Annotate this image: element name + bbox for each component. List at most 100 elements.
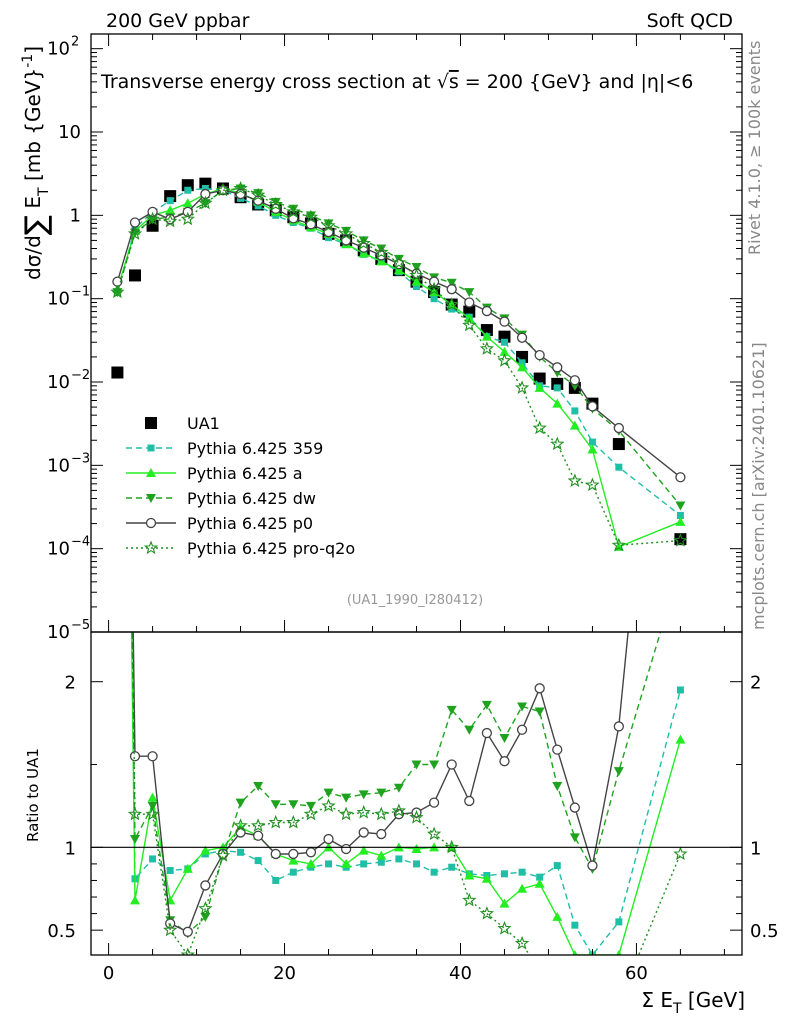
ratio-point: [270, 848, 281, 860]
legend-label: Pythia 6.425 pro-q2o: [187, 539, 355, 558]
ratio-point: [272, 876, 280, 884]
ratio-point: [288, 800, 299, 810]
ratio-point: [536, 873, 544, 881]
data-point: [497, 353, 512, 367]
ratio-point: [149, 855, 157, 863]
legend-label: UA1: [187, 414, 220, 433]
data-point: [550, 436, 565, 451]
ratio-point: [305, 801, 316, 811]
data-point: [391, 255, 407, 269]
ratio-point: [426, 826, 442, 841]
ratio-point: [499, 734, 510, 744]
ratio-point: [430, 868, 438, 876]
ratio-panel-series: [127, 97, 688, 1008]
ratio-point: [341, 858, 352, 868]
ratio-point: [613, 767, 624, 777]
data-point: [428, 276, 440, 287]
ratio-point: [250, 818, 266, 832]
data-point: [252, 195, 264, 206]
y-tick-exponent: −5: [71, 618, 90, 633]
ratio-point: [166, 867, 174, 875]
ratio-point: [377, 858, 385, 866]
legend-entry: Pythia 6.425 dw: [126, 489, 316, 508]
data-point: [588, 438, 596, 446]
ratio-point: [338, 806, 354, 821]
data-point: [612, 438, 625, 451]
ratio-point: [553, 862, 561, 870]
data-point: [481, 331, 492, 341]
x-tick-label: 0: [103, 963, 114, 984]
data-point: [569, 375, 581, 386]
ratio-point: [182, 863, 193, 873]
ratio-point: [376, 788, 387, 798]
ratio-point: [675, 734, 686, 744]
ratio-y-tick-label: 2: [65, 673, 76, 694]
ratio-point: [676, 97, 685, 106]
data-point: [613, 541, 624, 551]
ratio-point: [481, 873, 492, 883]
data-point: [358, 236, 369, 246]
ratio-point: [462, 892, 477, 907]
ratio-point: [360, 860, 368, 868]
ratio-point: [587, 990, 599, 1001]
legend-marker: [147, 444, 155, 452]
legend-entry: Pythia 6.425 a: [126, 464, 303, 483]
ratio-point: [516, 724, 528, 735]
x-tick-label: 20: [273, 963, 296, 984]
x-axis-label: Σ ET [GeV]: [641, 988, 745, 1017]
ratio-point: [534, 683, 545, 694]
ratio-point: [534, 707, 545, 717]
data-point: [215, 182, 231, 197]
ratio-point: [613, 997, 624, 1008]
ratio-point: [479, 906, 495, 920]
data-point: [393, 265, 404, 275]
ratio-point: [356, 804, 371, 819]
series-5: [110, 181, 688, 552]
ratio-point: [305, 858, 316, 868]
ratio-y-tick-label-right: 2: [750, 673, 761, 694]
ratio-point: [675, 562, 685, 571]
ratio-series-4: [127, 632, 688, 1008]
ratio-point: [145, 806, 160, 821]
ratio-point: [288, 848, 299, 860]
ratio-point: [428, 797, 440, 808]
ratio-point: [200, 845, 211, 855]
ratio-point: [676, 686, 684, 694]
ratio-point: [497, 921, 512, 935]
y-tick-label: 10: [47, 539, 70, 560]
ratio-point: [147, 801, 158, 811]
data-point: [430, 295, 438, 303]
data-point: [514, 380, 530, 394]
data-point: [462, 317, 477, 332]
ratio-line: [132, 632, 629, 933]
y-tick-label: 10: [47, 289, 70, 310]
legend: UA1 Pythia 6.425 359 Pythia 6.425 a Pythia …: [126, 414, 355, 558]
analysis-tag: (UA1_1990_I280412): [347, 593, 483, 608]
ratio-point: [552, 976, 563, 987]
ratio-point: [500, 870, 508, 878]
ratio-point: [215, 848, 231, 862]
data-point: [288, 204, 299, 214]
data-point: [268, 197, 283, 211]
data-point: [448, 305, 456, 313]
data-point: [180, 211, 195, 226]
ratio-point: [253, 782, 264, 792]
ratio-point: [254, 857, 262, 865]
ratio-point: [481, 700, 492, 710]
x-tick-label: 60: [625, 963, 648, 984]
data-point: [201, 184, 209, 192]
ratio-y-tick-label-right: 0.5: [750, 921, 779, 942]
data-point: [481, 305, 493, 317]
ratio-point: [129, 835, 140, 845]
plot-title: Transverse energy cross section at √s = …: [100, 71, 693, 93]
data-point: [358, 248, 369, 258]
ratio-point: [340, 843, 352, 855]
y-tick-exponent: −4: [71, 535, 90, 550]
y-tick-label: 10: [47, 622, 70, 643]
header-right-label: Soft QCD: [647, 10, 733, 32]
data-point: [675, 516, 686, 526]
data-point: [182, 198, 193, 208]
ratio-point: [358, 845, 369, 855]
ratio-point: [517, 883, 528, 893]
ratio-point: [572, 950, 578, 955]
